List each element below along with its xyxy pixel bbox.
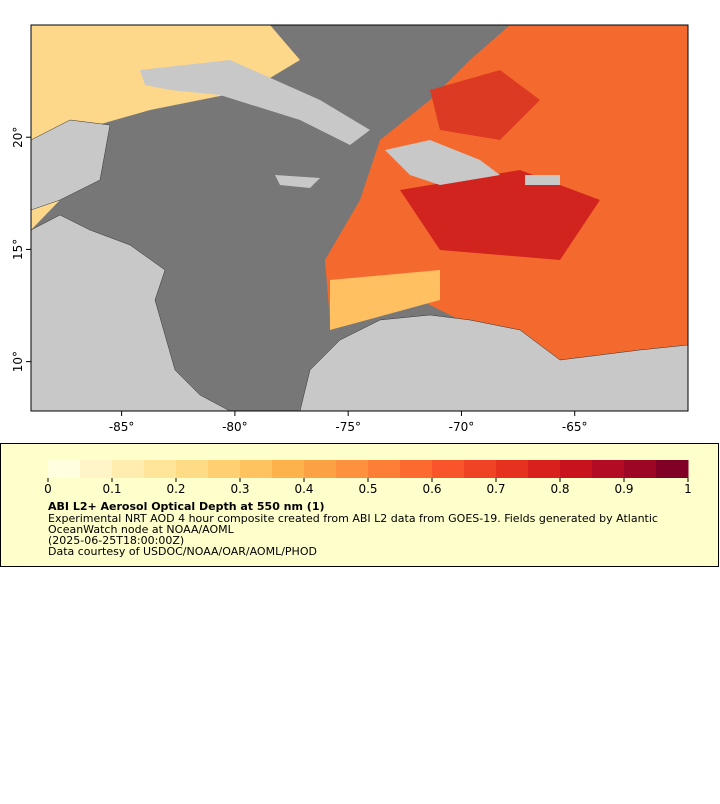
x-tick-label: -70° xyxy=(449,420,475,434)
colorbar-swatch xyxy=(496,460,529,478)
colorbar-swatch xyxy=(208,460,241,478)
colorbar-tick-label: 0.1 xyxy=(102,482,121,496)
colorbar-tick-label: 0.4 xyxy=(294,482,313,496)
land xyxy=(140,60,370,145)
legend-line: Data courtesy of USDOC/NOAA/OAR/AOML/PHO… xyxy=(48,545,317,558)
map xyxy=(30,24,689,412)
colorbar-tick-label: 1 xyxy=(684,482,692,496)
x-tick-label: -65° xyxy=(562,420,588,434)
aerosol-peak xyxy=(400,170,600,260)
y-tick-label: 10° xyxy=(11,351,25,372)
colorbar-tick-label: 0 xyxy=(44,482,52,496)
map-frame xyxy=(30,24,689,412)
colorbar-tick-label: 0.9 xyxy=(614,482,633,496)
x-tick-label: -80° xyxy=(222,420,248,434)
colorbar-swatch xyxy=(656,460,689,478)
colorbar-swatch xyxy=(336,460,369,478)
colorbar-swatch xyxy=(112,460,145,478)
x-tick-label: -85° xyxy=(109,420,135,434)
colorbar-swatch xyxy=(400,460,433,478)
legend-line: Experimental NRT AOD 4 hour composite cr… xyxy=(48,512,658,525)
legend-line: (2025-06-25T18:00:00Z) xyxy=(48,534,184,547)
aerosol-peak xyxy=(430,70,540,140)
colorbar-swatch xyxy=(144,460,177,478)
colorbar-swatch xyxy=(272,460,305,478)
colorbar-tick-label: 0.8 xyxy=(550,482,569,496)
land xyxy=(275,175,320,188)
colorbar-swatch xyxy=(304,460,337,478)
colorbar-tick-label: 0.5 xyxy=(358,482,377,496)
colorbar-tick-label: 0.7 xyxy=(486,482,505,496)
colorbar-swatch xyxy=(80,460,113,478)
y-tick-label: 20° xyxy=(11,127,25,148)
colorbar-swatch xyxy=(528,460,561,478)
colorbar-swatch xyxy=(48,460,81,478)
x-tick-label: -75° xyxy=(335,420,361,434)
land xyxy=(385,140,500,185)
colorbar-swatch xyxy=(464,460,497,478)
colorbar-swatch xyxy=(176,460,209,478)
colorbar-swatch xyxy=(560,460,593,478)
legend-line: OceanWatch node at NOAA/AOML xyxy=(48,523,235,536)
y-tick-label: 15° xyxy=(11,239,25,260)
colorbar-tick-label: 0.6 xyxy=(422,482,441,496)
colorbar: 0 0.1 0.2 0.3 0.4 0.5 0.6 0.7 0.8 0.9 1 xyxy=(44,460,692,496)
land xyxy=(525,175,560,185)
colorbar-tick-label: 0.2 xyxy=(166,482,185,496)
aerosol-mid xyxy=(330,270,440,330)
colorbar-swatch xyxy=(432,460,465,478)
colorbar-swatch xyxy=(624,460,657,478)
colorbar-swatch xyxy=(368,460,401,478)
colorbar-swatch xyxy=(240,460,273,478)
colorbar-swatch xyxy=(592,460,625,478)
legend-title: ABI L2+ Aerosol Optical Depth at 550 nm … xyxy=(48,500,325,513)
colorbar-tick-label: 0.3 xyxy=(230,482,249,496)
